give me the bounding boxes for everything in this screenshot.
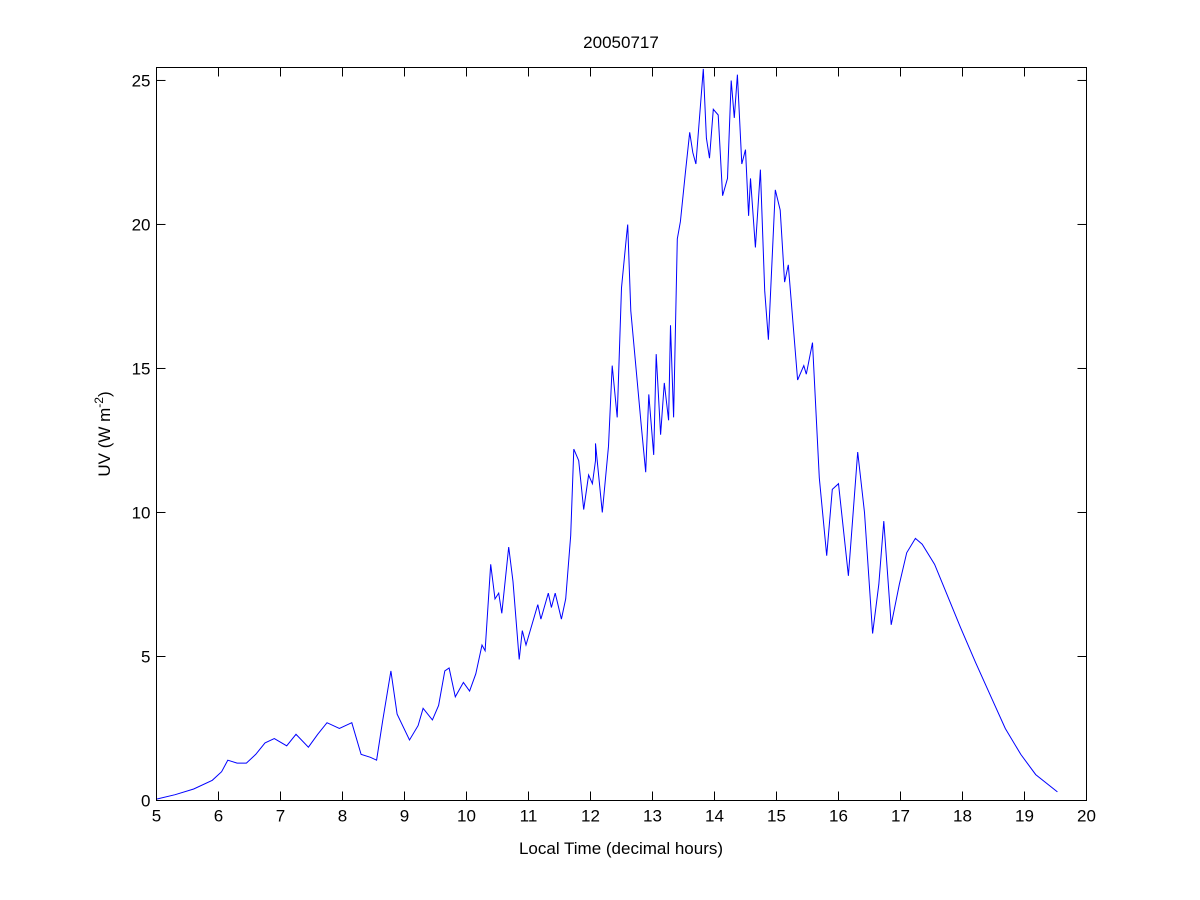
x-tick-label: 9 xyxy=(400,807,409,826)
y-axis-label-main: UV (W m xyxy=(95,408,114,477)
series-line-uv xyxy=(156,68,1058,800)
y-tick-label: 20 xyxy=(132,215,151,234)
y-tick-label: 0 xyxy=(141,792,150,811)
y-tick-label: 15 xyxy=(132,359,151,378)
x-tick-label: 7 xyxy=(276,807,285,826)
x-tick-label: 17 xyxy=(891,807,910,826)
x-tick-label: 16 xyxy=(829,807,848,826)
y-tick-label: 25 xyxy=(132,71,151,90)
y-axis-label-superscript: -2 xyxy=(92,397,106,408)
y-tick-label: 10 xyxy=(132,503,151,522)
x-axis-label: Local Time (decimal hours) xyxy=(519,839,723,858)
x-tick-label: 12 xyxy=(581,807,600,826)
x-tick-label: 5 xyxy=(152,807,161,826)
x-tick-label: 13 xyxy=(643,807,662,826)
x-tick-label: 11 xyxy=(520,807,538,826)
x-tick-label: 15 xyxy=(767,807,786,826)
x-tick-label: 19 xyxy=(1015,807,1034,826)
x-tick-label: 18 xyxy=(953,807,972,826)
y-axis-label-close: ) xyxy=(95,391,114,397)
chart-title: 20050717 xyxy=(583,33,659,52)
x-tick-label: 14 xyxy=(705,807,724,826)
axes-box xyxy=(156,67,1087,801)
y-tick-label: 5 xyxy=(141,647,150,666)
x-tick-label: 20 xyxy=(1077,807,1096,826)
x-tick-label: 6 xyxy=(214,807,223,826)
x-tick-label: 10 xyxy=(457,807,476,826)
x-tick-label: 8 xyxy=(338,807,347,826)
y-axis-label: UV (W m-2) xyxy=(92,391,114,476)
